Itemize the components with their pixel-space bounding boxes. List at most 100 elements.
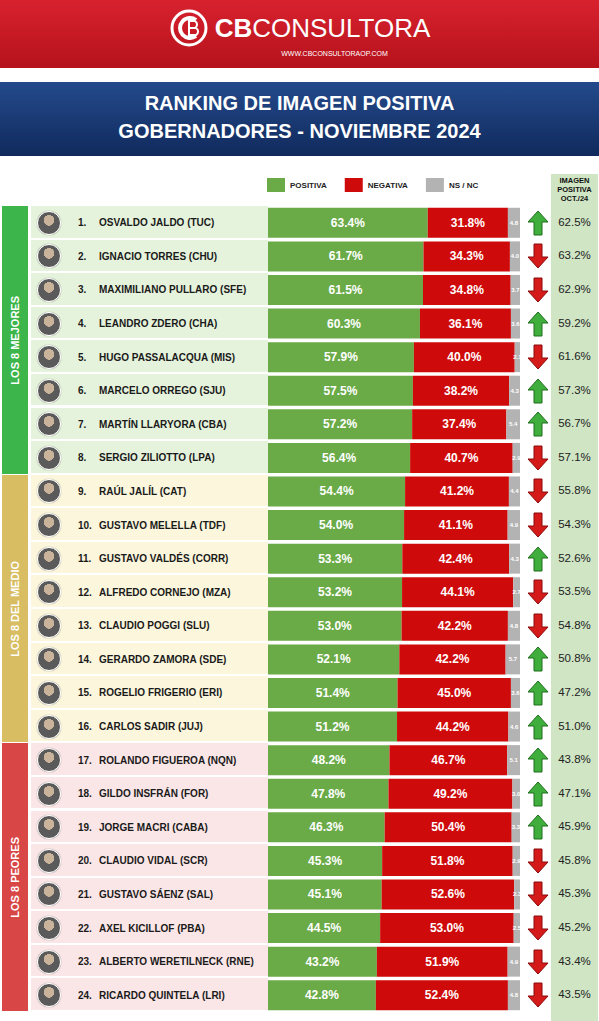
svg-text:6.: 6. [78, 385, 87, 396]
svg-text:4.9: 4.9 [510, 959, 519, 965]
svg-text:53.0%: 53.0% [430, 921, 464, 935]
svg-text:IGNACIO TORRES (CHU): IGNACIO TORRES (CHU) [99, 251, 217, 262]
svg-text:10.: 10. [78, 520, 92, 531]
svg-text:23.: 23. [78, 956, 92, 967]
svg-text:GERARDO ZAMORA (SDE): GERARDO ZAMORA (SDE) [99, 654, 226, 665]
svg-text:43.2%: 43.2% [305, 955, 339, 969]
svg-text:52.6%: 52.6% [431, 887, 465, 901]
svg-text:GUSTAVO VALDÉS (CORR): GUSTAVO VALDÉS (CORR) [99, 552, 228, 564]
svg-text:61.5%: 61.5% [328, 283, 362, 297]
svg-text:GILDO INSFRÁN (FOR): GILDO INSFRÁN (FOR) [99, 787, 208, 799]
svg-text:MAXIMILIANO PULLARO (SFE): MAXIMILIANO PULLARO (SFE) [99, 284, 246, 295]
svg-text:2.1: 2.1 [513, 354, 522, 360]
svg-text:4.8: 4.8 [510, 992, 519, 998]
svg-text:8.: 8. [78, 452, 87, 463]
svg-text:AXEL KICILLOF (PBA): AXEL KICILLOF (PBA) [99, 923, 205, 934]
svg-text:56.4%: 56.4% [322, 451, 356, 465]
svg-text:13.: 13. [78, 620, 92, 631]
svg-text:12.: 12. [78, 587, 92, 598]
svg-text:22.: 22. [78, 923, 92, 934]
svg-text:18.: 18. [78, 788, 92, 799]
svg-text:51.4%: 51.4% [316, 686, 350, 700]
svg-text:CARLOS SADIR (JUJ): CARLOS SADIR (JUJ) [99, 721, 203, 732]
svg-text:11.: 11. [78, 553, 92, 564]
svg-text:46.3%: 46.3% [309, 820, 343, 834]
svg-text:34.3%: 34.3% [450, 249, 484, 263]
svg-text:OSVALDO JALDO (TUC): OSVALDO JALDO (TUC) [99, 217, 214, 228]
svg-text:3.3: 3.3 [512, 824, 521, 830]
svg-text:4.0: 4.0 [511, 253, 520, 259]
svg-text:17.: 17. [78, 755, 92, 766]
svg-text:53.0%: 53.0% [318, 619, 352, 633]
svg-text:3.6: 3.6 [511, 690, 520, 696]
svg-text:45.1%: 45.1% [308, 887, 342, 901]
svg-text:ALBERTO WERETILNECK (RNE): ALBERTO WERETILNECK (RNE) [99, 956, 254, 967]
svg-text:4.4: 4.4 [510, 488, 519, 494]
svg-text:50.4%: 50.4% [431, 820, 465, 834]
svg-text:37.4%: 37.4% [442, 417, 476, 431]
svg-text:31.8%: 31.8% [451, 216, 485, 230]
svg-text:CLAUDIO VIDAL (SCR): CLAUDIO VIDAL (SCR) [99, 855, 208, 866]
svg-text:4.8: 4.8 [510, 220, 519, 226]
svg-text:5.: 5. [78, 352, 87, 363]
svg-text:POSITIVA: POSITIVA [290, 181, 327, 190]
svg-text:44.1%: 44.1% [441, 585, 475, 599]
svg-text:5.1: 5.1 [509, 757, 518, 763]
svg-text:CLAUDIO POGGI (SLU): CLAUDIO POGGI (SLU) [99, 620, 210, 631]
svg-text:2.: 2. [78, 251, 87, 262]
svg-text:ROLANDO FIGUEROA (NQN): ROLANDO FIGUEROA (NQN) [99, 755, 236, 766]
svg-text:ROGELIO FRIGERIO (ERI): ROGELIO FRIGERIO (ERI) [99, 687, 222, 698]
svg-text:3.: 3. [78, 284, 87, 295]
svg-text:36.1%: 36.1% [448, 317, 482, 331]
svg-text:38.2%: 38.2% [444, 384, 478, 398]
svg-text:GUSTAVO MELELLA (TDF): GUSTAVO MELELLA (TDF) [99, 520, 225, 531]
svg-text:19.: 19. [78, 822, 92, 833]
svg-text:3.7: 3.7 [511, 287, 520, 293]
svg-text:20.: 20. [78, 855, 92, 866]
svg-text:1.: 1. [78, 217, 87, 228]
svg-text:44.5%: 44.5% [307, 921, 341, 935]
svg-text:45.0%: 45.0% [437, 686, 471, 700]
svg-text:52.1%: 52.1% [317, 652, 351, 666]
svg-text:53.2%: 53.2% [318, 585, 352, 599]
svg-text:3.0: 3.0 [512, 791, 521, 797]
svg-text:60.3%: 60.3% [327, 317, 361, 331]
svg-text:SERGIO ZILIOTTO (LPA): SERGIO ZILIOTTO (LPA) [99, 452, 215, 463]
svg-text:52.4%: 52.4% [425, 988, 459, 1002]
svg-text:4.: 4. [78, 318, 87, 329]
svg-text:51.8%: 51.8% [430, 854, 464, 868]
svg-text:2.5: 2.5 [513, 925, 522, 931]
svg-text:4.3: 4.3 [510, 556, 519, 562]
svg-text:NEGATIVA: NEGATIVA [368, 181, 408, 190]
svg-text:15.: 15. [78, 687, 92, 698]
svg-text:53.3%: 53.3% [318, 552, 352, 566]
svg-text:5.7: 5.7 [509, 656, 518, 662]
svg-text:3.6: 3.6 [511, 321, 520, 327]
svg-text:41.1%: 41.1% [439, 518, 473, 532]
svg-text:LEANDRO ZDERO (CHA): LEANDRO ZDERO (CHA) [99, 318, 217, 329]
svg-text:40.7%: 40.7% [444, 451, 478, 465]
svg-text:4.8: 4.8 [510, 623, 519, 629]
svg-text:GUSTAVO SÁENZ (SAL): GUSTAVO SÁENZ (SAL) [99, 888, 213, 900]
svg-text:JORGE MACRI (CABA): JORGE MACRI (CABA) [99, 822, 208, 833]
svg-text:42.2%: 42.2% [435, 652, 469, 666]
svg-text:RAÚL JALÍL (CAT): RAÚL JALÍL (CAT) [99, 485, 186, 497]
svg-text:24.: 24. [78, 990, 92, 1001]
svg-text:42.8%: 42.8% [305, 988, 339, 1002]
svg-text:4.3: 4.3 [510, 388, 519, 394]
svg-text:4.6: 4.6 [510, 724, 519, 730]
svg-text:HUGO PASSALACQUA (MIS): HUGO PASSALACQUA (MIS) [99, 352, 235, 363]
svg-text:MARCELO ORREGO (SJU): MARCELO ORREGO (SJU) [99, 385, 226, 396]
svg-text:5.4: 5.4 [509, 421, 518, 427]
svg-text:2.9: 2.9 [512, 455, 521, 461]
svg-text:34.8%: 34.8% [450, 283, 484, 297]
svg-text:21.: 21. [78, 889, 92, 900]
svg-text:51.9%: 51.9% [425, 955, 459, 969]
svg-text:54.4%: 54.4% [320, 484, 354, 498]
svg-text:MARTÍN LLARYORA (CBA): MARTÍN LLARYORA (CBA) [99, 418, 227, 430]
svg-text:7.: 7. [78, 419, 87, 430]
svg-text:14.: 14. [78, 654, 92, 665]
svg-text:57.9%: 57.9% [324, 350, 358, 364]
svg-text:45.3%: 45.3% [308, 854, 342, 868]
svg-text:57.5%: 57.5% [323, 384, 357, 398]
